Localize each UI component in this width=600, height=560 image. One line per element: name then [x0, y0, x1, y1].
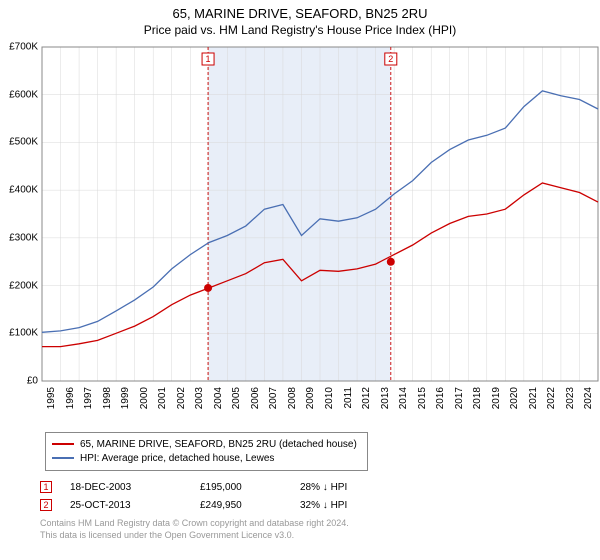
x-tick-label: 2007 [268, 387, 279, 409]
legend-swatch-series2 [52, 457, 74, 459]
chart-area: £0£100K£200K£300K£400K£500K£600K£700K 12… [40, 43, 600, 383]
y-tick-label: £600K [9, 89, 38, 100]
x-tick-label: 1996 [65, 387, 76, 409]
sale-diff-2: 32% ↓ HPI [300, 500, 400, 511]
x-tick-label: 2003 [194, 387, 205, 409]
x-tick-label: 2008 [287, 387, 298, 409]
sale-marker-1: 1 [40, 481, 52, 493]
x-tick-label: 2016 [435, 387, 446, 409]
x-tick-label: 2005 [231, 387, 242, 409]
sale-price-1: £195,000 [200, 482, 300, 493]
x-tick-label: 2009 [305, 387, 316, 409]
y-tick-label: £100K [9, 328, 38, 339]
chart-svg: 12 [40, 43, 600, 383]
legend-label-series1: 65, MARINE DRIVE, SEAFORD, BN25 2RU (det… [80, 439, 357, 450]
chart-subtitle: Price paid vs. HM Land Registry's House … [0, 21, 600, 43]
footer: Contains HM Land Registry data © Crown c… [40, 518, 349, 541]
sales-table: 1 18-DEC-2003 £195,000 28% ↓ HPI 2 25-OC… [40, 478, 400, 514]
legend-row-series1: 65, MARINE DRIVE, SEAFORD, BN25 2RU (det… [52, 437, 357, 451]
x-axis-labels: 1995 1996 1997 1998 1999 2000 2001 2002 2003 2004… [40, 383, 600, 421]
y-tick-label: £200K [9, 280, 38, 291]
chart-title: 65, MARINE DRIVE, SEAFORD, BN25 2RU [0, 0, 600, 21]
x-tick-label: 2018 [472, 387, 483, 409]
legend: 65, MARINE DRIVE, SEAFORD, BN25 2RU (det… [45, 432, 368, 471]
x-tick-label: 1998 [102, 387, 113, 409]
x-tick-label: 2019 [491, 387, 502, 409]
svg-text:2: 2 [388, 54, 393, 64]
y-tick-label: £300K [9, 232, 38, 243]
x-tick-label: 2020 [509, 387, 520, 409]
x-tick-label: 1995 [46, 387, 57, 409]
x-tick-label: 1999 [120, 387, 131, 409]
x-tick-label: 2000 [139, 387, 150, 409]
sale-price-2: £249,950 [200, 500, 300, 511]
sale-date-1: 18-DEC-2003 [70, 482, 200, 493]
y-tick-label: £400K [9, 185, 38, 196]
legend-row-series2: HPI: Average price, detached house, Lewe… [52, 451, 357, 465]
y-tick-label: £700K [9, 42, 38, 53]
x-tick-label: 2022 [546, 387, 557, 409]
x-tick-label: 2006 [250, 387, 261, 409]
sale-row-2: 2 25-OCT-2013 £249,950 32% ↓ HPI [40, 496, 400, 514]
sale-diff-1: 28% ↓ HPI [300, 482, 400, 493]
svg-text:1: 1 [206, 54, 211, 64]
y-axis-labels: £0£100K£200K£300K£400K£500K£600K£700K [0, 43, 40, 383]
y-tick-label: £0 [27, 376, 38, 387]
x-tick-label: 2002 [176, 387, 187, 409]
x-tick-label: 2024 [583, 387, 594, 409]
sale-date-2: 25-OCT-2013 [70, 500, 200, 511]
x-tick-label: 2023 [565, 387, 576, 409]
x-tick-label: 2011 [343, 387, 354, 409]
x-tick-label: 2013 [380, 387, 391, 409]
x-tick-label: 1997 [83, 387, 94, 409]
legend-label-series2: HPI: Average price, detached house, Lewe… [80, 453, 274, 464]
y-tick-label: £500K [9, 137, 38, 148]
x-tick-label: 2014 [398, 387, 409, 409]
x-tick-label: 2004 [213, 387, 224, 409]
legend-swatch-series1 [52, 443, 74, 445]
sale-row-1: 1 18-DEC-2003 £195,000 28% ↓ HPI [40, 478, 400, 496]
x-tick-label: 2010 [324, 387, 335, 409]
x-tick-label: 2017 [454, 387, 465, 409]
footer-line1: Contains HM Land Registry data © Crown c… [40, 518, 349, 530]
sale-marker-2: 2 [40, 499, 52, 511]
x-tick-label: 2001 [157, 387, 168, 409]
x-tick-label: 2021 [528, 387, 539, 409]
x-tick-label: 2015 [417, 387, 428, 409]
x-tick-label: 2012 [361, 387, 372, 409]
footer-line2: This data is licensed under the Open Gov… [40, 530, 349, 542]
